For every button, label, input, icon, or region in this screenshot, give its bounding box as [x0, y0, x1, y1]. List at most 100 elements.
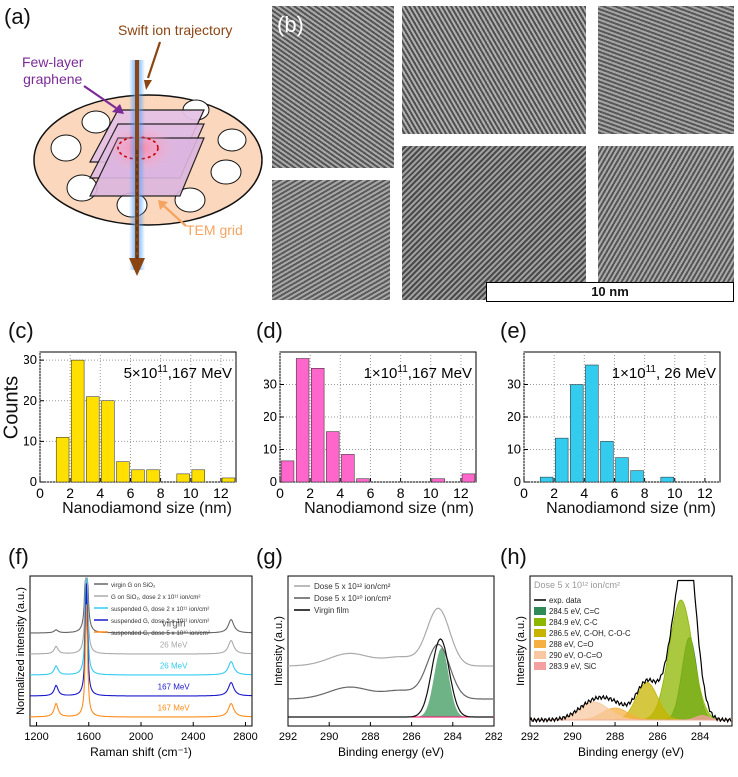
experimental-data [529, 579, 732, 724]
annotation-base: 1×10 [612, 365, 646, 382]
histogram-bar [585, 364, 599, 483]
x-tick-label: 10 [667, 485, 683, 501]
x-tick-label: 286 [648, 731, 666, 743]
x-tick-label: 282 [485, 731, 502, 743]
y-tick-label: 30 [24, 352, 37, 367]
counts-axis-title: Counts [0, 375, 23, 440]
legend-label: 290 eV, O-C=O [549, 651, 602, 660]
trajectory-label: Swift ion trajectory [118, 22, 233, 38]
x-tick-label: 288 [361, 731, 379, 743]
hist-c-xlabel: Nanodiamond size (nm) [62, 500, 232, 517]
tem-image-6 [598, 146, 734, 300]
y-tick-label: 10 [24, 433, 37, 448]
histogram-c: 0 2 4 6 8 10 12 0 10 20 30 5×1011,167 MeV [24, 351, 237, 501]
x-tick-label: 290 [320, 731, 338, 743]
curve-label: 26 MeV [160, 640, 188, 649]
legend-swatch [534, 651, 546, 659]
histogram-bar [615, 457, 629, 483]
raman-spectrum [30, 604, 252, 718]
y-tick-label: 30 [264, 377, 277, 392]
x-tick-label: 1600 [77, 731, 101, 743]
legend-swatch [534, 618, 546, 626]
x-tick-label: 292 [521, 731, 539, 743]
panel-f-label: (f) [8, 544, 29, 569]
y-tick-label: 0 [514, 474, 521, 489]
legend-label: Virgin film [314, 606, 349, 615]
histogram-bar [630, 470, 644, 483]
scale-bar: 10 nm [486, 282, 734, 302]
legend-label: 286.5 eV, C-OH, C-O-C [549, 629, 631, 638]
fit-component [530, 715, 732, 721]
panel-a-schematic [33, 41, 263, 276]
curve-label: 167 MeV [158, 703, 191, 712]
x-tick-label: 6 [127, 485, 135, 501]
legend-label: exp. data [549, 596, 582, 605]
graphene-label-line1: Few-layer [22, 54, 84, 70]
x-tick-label: 1200 [24, 731, 48, 743]
x-tick-label: 6 [367, 485, 375, 501]
panel-a-label: (a) [4, 4, 31, 29]
annotation-base: 1×10 [364, 365, 398, 382]
histogram-bar [311, 368, 325, 483]
virgin-fit-area [401, 648, 470, 717]
y-tick-label: 10 [508, 442, 521, 457]
x-axis-title: Raman shift (cm⁻¹) [90, 745, 192, 759]
panel-d-label: (d) [256, 318, 283, 343]
legend-label: suspended G, dose 2 x 10¹¹ ion/cm² [111, 618, 209, 625]
x-tick-label: 0 [276, 485, 284, 501]
panel-g-label: (g) [256, 544, 283, 569]
counts-axis-title-wrap: Counts [0, 368, 24, 448]
histogram-bar [191, 469, 205, 483]
histogram-e: 0 2 4 6 8 10 12 0 10 20 30 1×1011, 26 MeV [508, 351, 721, 501]
x-tick-label: 2000 [129, 731, 153, 743]
annotation-base: 5×10 [124, 365, 158, 382]
histogram-bar [570, 384, 584, 483]
legend-swatch [534, 607, 546, 615]
y-axis-title: Intensity (a.u.) [273, 616, 285, 686]
x-tick-label: 6 [611, 485, 619, 501]
x-tick-label: 292 [279, 731, 297, 743]
histogram-bar [280, 460, 295, 483]
x-tick-label: 4 [96, 485, 104, 501]
y-tick-label: 20 [508, 409, 521, 424]
x-tick-label: 0 [520, 485, 528, 501]
annotation-exponent: 11 [397, 364, 408, 375]
x-axis-title: Binding energy (eV) [578, 745, 684, 759]
tem-image-3 [402, 6, 586, 134]
histogram-bar [555, 437, 569, 483]
x-tick-label: 2 [66, 485, 74, 501]
hist-e-xlabel: Nanodiamond size (nm) [546, 500, 716, 517]
y-tick-label: 0 [270, 474, 277, 489]
legend-label: 283.9 eV, SiC [549, 662, 597, 671]
x-tick-label: 8 [397, 485, 405, 501]
plot-frame [287, 575, 495, 727]
histogram-bar [600, 441, 614, 483]
ion-trajectory [129, 60, 145, 276]
hist-annotation: 1×1011,167 MeV [364, 364, 472, 382]
y-axis-title: Intensity (a.u.) [515, 616, 527, 686]
histogram-bar [326, 431, 340, 483]
xps-h-chart: 292 290 288 286 284 Binding energy (eV) Intens… [515, 575, 733, 759]
x-tick-label: 4 [580, 485, 588, 501]
annotation-arrows [83, 41, 187, 227]
x-tick-label: 10 [423, 485, 439, 501]
hist-d-xlabel: Nanodiamond size (nm) [304, 500, 474, 517]
histogram-bar [461, 473, 476, 483]
xps-spectrum [287, 643, 493, 700]
y-tick-label: 10 [264, 442, 277, 457]
x-tick-label: 12 [213, 485, 229, 501]
annotation-exponent: 11 [646, 364, 657, 375]
annotation-tail: , 26 MeV [656, 365, 716, 382]
xps-g-chart: 292 290 288 286 284 282 Binding energy (eV) Int… [273, 575, 502, 759]
histogram-bar [431, 478, 445, 483]
x-tick-label: 0 [36, 485, 44, 501]
x-tick-label: 290 [563, 731, 581, 743]
histogram-bar [146, 469, 160, 483]
legend-label: suspended G, dose 5 x 10¹⁰ ion/cm² [111, 630, 210, 637]
graphene-label-line2: graphene [23, 71, 83, 87]
legend-label: 284.5 eV, C=C [549, 607, 600, 616]
histogram-bar [221, 477, 236, 483]
x-tick-label: 284 [691, 731, 709, 743]
legend-label: Dose 5 x 10¹⁰ ion/cm² [314, 594, 391, 603]
histogram-bar [341, 454, 355, 483]
